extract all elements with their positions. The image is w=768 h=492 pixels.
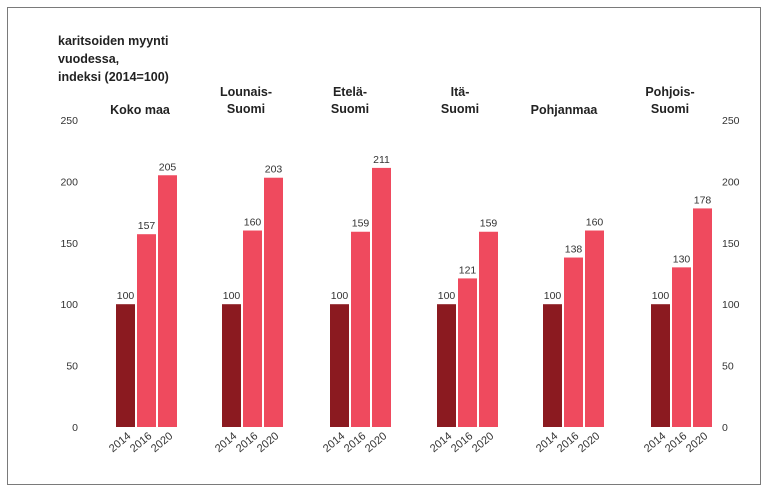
bar — [372, 167, 391, 427]
y-tick-label-right: 100 — [722, 299, 740, 311]
chart-title-line-3: indeksi (2014=100) — [58, 70, 169, 84]
bar-group: Lounais- Suomi 100 2014 160 2016 203 2020 — [213, 85, 283, 455]
data-label: 159 — [480, 218, 498, 230]
y-tick-label-left: 100 — [60, 299, 78, 311]
bar-group: Koko maa 100 2014 157 2016 205 2020 — [107, 103, 177, 455]
data-label: 121 — [459, 264, 477, 276]
x-tick-label: 2020 — [576, 430, 602, 455]
group-label: Pohjois- — [645, 85, 694, 99]
y-tick-label-right: 200 — [722, 176, 740, 188]
x-tick-label: 2016 — [663, 430, 689, 455]
data-label: 157 — [138, 220, 156, 232]
bar — [137, 234, 156, 427]
x-tick-label: 2020 — [149, 430, 175, 455]
data-label: 100 — [117, 290, 135, 302]
data-label: 178 — [694, 194, 712, 206]
data-label: 100 — [652, 290, 670, 302]
bar — [564, 257, 583, 427]
bar — [264, 177, 283, 427]
group-label: Suomi — [331, 102, 369, 116]
x-tick-label: 2014 — [107, 430, 133, 455]
y-tick-label-left: 250 — [60, 115, 78, 127]
data-label: 100 — [438, 290, 456, 302]
data-label: 203 — [265, 164, 283, 176]
chart-title-line-1: karitsoiden myynti — [58, 34, 168, 48]
bar — [672, 267, 691, 427]
y-tick-label-right: 250 — [722, 115, 740, 127]
y-tick-label-right: 0 — [722, 422, 728, 434]
group-label: Etelä- — [333, 85, 367, 99]
data-label: 159 — [352, 218, 370, 230]
group-label: Koko maa — [110, 103, 171, 117]
y-tick-label-left: 50 — [66, 361, 78, 373]
chart-title: karitsoiden myynti vuodessa, indeksi (20… — [58, 34, 169, 84]
bar — [585, 230, 604, 427]
group-label: Suomi — [227, 102, 265, 116]
bar — [351, 231, 370, 427]
x-tick-label: 2016 — [449, 430, 475, 455]
bar — [116, 304, 135, 427]
x-tick-label: 2016 — [342, 430, 368, 455]
data-label: 100 — [223, 290, 241, 302]
bar — [693, 208, 712, 427]
data-label: 138 — [565, 244, 583, 256]
x-tick-label: 2014 — [213, 430, 239, 455]
y-tick-label-left: 200 — [60, 176, 78, 188]
bar-group: Etelä- Suomi 100 2014 159 2016 211 2020 — [321, 85, 391, 455]
y-axis-left: 0 50 100 150 200 250 — [60, 115, 78, 434]
bar-group: Pohjois- Suomi 100 2014 130 2016 178 2020 — [642, 85, 712, 455]
bar-group: Itä- Suomi 100 2014 121 2016 159 2020 — [428, 85, 498, 455]
bar — [437, 304, 456, 427]
x-tick-label: 2016 — [555, 430, 581, 455]
data-label: 205 — [159, 161, 177, 173]
group-label: Suomi — [441, 102, 479, 116]
group-label: Suomi — [651, 102, 689, 116]
x-tick-label: 2020 — [684, 430, 710, 455]
data-label: 211 — [373, 154, 390, 166]
bar — [543, 304, 562, 427]
x-tick-label: 2020 — [470, 430, 496, 455]
data-label: 100 — [331, 290, 349, 302]
data-label: 100 — [544, 290, 562, 302]
bar — [158, 175, 177, 427]
group-label: Pohjanmaa — [531, 103, 599, 117]
chart-title-line-2: vuodessa, — [58, 52, 119, 66]
y-tick-label-left: 150 — [60, 238, 78, 250]
bar-group: Pohjanmaa 100 2014 138 2016 160 2020 — [531, 103, 604, 455]
x-tick-label: 2014 — [428, 430, 454, 455]
x-tick-label: 2016 — [128, 430, 154, 455]
x-tick-label: 2014 — [534, 430, 560, 455]
y-tick-label-left: 0 — [72, 422, 78, 434]
x-tick-label: 2020 — [255, 430, 281, 455]
bar-groups: Koko maa 100 2014 157 2016 205 2020 Lounais- Suo… — [107, 85, 712, 455]
x-tick-label: 2014 — [321, 430, 347, 455]
x-tick-label: 2016 — [234, 430, 260, 455]
group-label: Itä- — [451, 85, 470, 99]
bar — [222, 304, 241, 427]
data-label: 160 — [586, 217, 604, 229]
y-axis-right: 0 50 100 150 200 250 — [722, 115, 740, 434]
bar — [458, 278, 477, 427]
bar — [243, 230, 262, 427]
y-tick-label-right: 150 — [722, 238, 740, 250]
bar — [479, 231, 498, 427]
bar — [651, 304, 670, 427]
x-tick-label: 2014 — [642, 430, 668, 455]
data-label: 160 — [244, 217, 262, 229]
x-tick-label: 2020 — [363, 430, 389, 455]
y-tick-label-right: 50 — [722, 361, 734, 373]
group-label: Lounais- — [220, 85, 272, 99]
bar — [330, 304, 349, 427]
data-label: 130 — [673, 253, 691, 265]
